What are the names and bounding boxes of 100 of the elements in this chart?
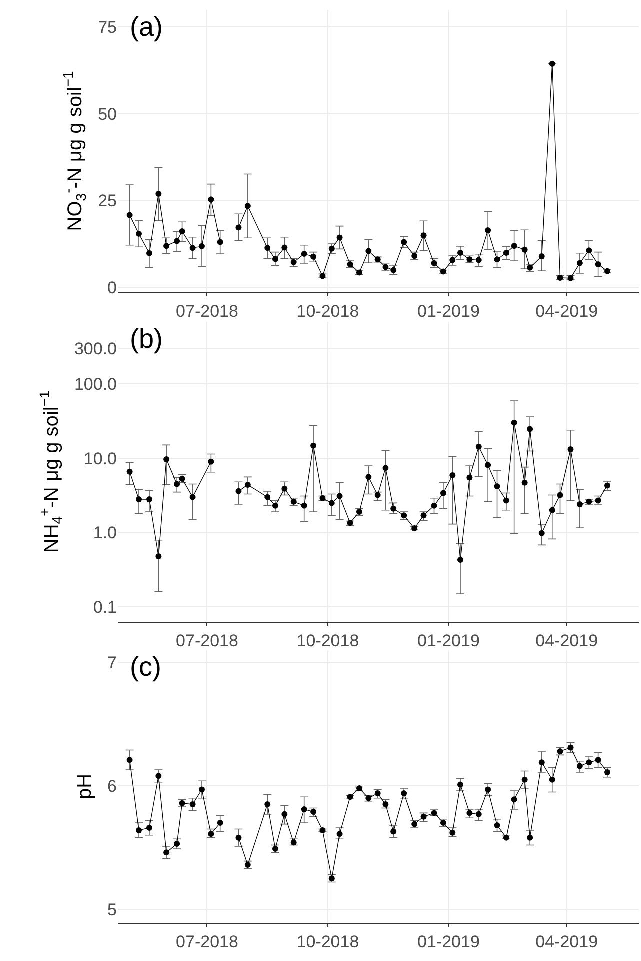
x-tick-label: 01-2019 (418, 302, 480, 321)
point (382, 465, 389, 472)
point (466, 474, 473, 481)
y-tick-label: 0 (108, 278, 117, 298)
point (549, 60, 556, 67)
point (476, 444, 482, 450)
point (136, 827, 142, 834)
point (244, 203, 251, 210)
point (458, 556, 464, 563)
y-tick-label: 25 (98, 192, 117, 211)
point (494, 256, 500, 263)
point (366, 248, 372, 254)
point (244, 482, 251, 488)
point (217, 239, 224, 246)
point (576, 502, 583, 508)
point (420, 232, 427, 239)
point (568, 446, 574, 452)
point (190, 245, 196, 252)
point (236, 224, 242, 231)
point (236, 488, 242, 494)
y-tick-label: 6 (108, 777, 117, 796)
point (586, 248, 592, 254)
point (198, 243, 205, 250)
point (310, 442, 317, 449)
point (494, 483, 500, 490)
point (431, 502, 438, 509)
point (264, 494, 271, 500)
point (208, 458, 214, 465)
x-tick-label: 04-2019 (536, 631, 598, 650)
x-tick-label: 10-2018 (296, 932, 360, 952)
point (466, 810, 473, 816)
point (126, 468, 133, 475)
point (549, 507, 556, 514)
point (476, 811, 482, 818)
point (527, 426, 534, 432)
point (301, 806, 308, 812)
point (576, 260, 583, 266)
point (282, 811, 288, 818)
point (420, 512, 427, 519)
chart-title: (b) (130, 324, 163, 354)
point (366, 474, 372, 480)
point (374, 492, 381, 498)
chart-title: (c) (130, 652, 162, 682)
point (382, 802, 389, 808)
x-tick-label: 07-2018 (176, 932, 238, 952)
point (336, 234, 343, 241)
point (198, 786, 205, 793)
chart-title: (a) (130, 12, 163, 42)
point (146, 825, 152, 831)
point (179, 228, 186, 235)
x-tick-label: 10-2018 (296, 631, 360, 650)
x-tick-label: 04-2019 (536, 302, 598, 321)
point (485, 462, 492, 468)
point (420, 814, 427, 820)
point (174, 238, 180, 244)
y-tick-label: 75 (98, 18, 117, 38)
point (328, 500, 335, 506)
y-tick-label: 10.0 (84, 449, 117, 468)
point (264, 245, 271, 252)
point (538, 530, 545, 536)
y-tick-label: 5 (108, 900, 117, 920)
y-axis-title: pH (74, 774, 96, 800)
point (336, 831, 343, 838)
x-tick-label: 01-2019 (418, 631, 480, 650)
point (522, 776, 528, 783)
point (272, 256, 278, 262)
y-tick-label: 0.1 (93, 598, 117, 618)
point (282, 244, 288, 251)
y-tick-label: 50 (98, 104, 117, 124)
point (336, 493, 343, 500)
y-tick-label: 100.0 (74, 375, 117, 394)
point (208, 196, 214, 203)
x-tick-label: 07-2018 (176, 302, 238, 321)
point (511, 243, 518, 250)
point (164, 456, 170, 462)
point (146, 496, 152, 503)
point (576, 763, 583, 770)
point (374, 790, 381, 796)
point (136, 230, 142, 237)
point (538, 253, 545, 260)
point (549, 776, 556, 783)
point (164, 243, 170, 250)
point (485, 227, 492, 234)
point (156, 553, 162, 560)
point (174, 481, 180, 488)
point (208, 831, 214, 838)
point (595, 261, 602, 268)
point (527, 834, 534, 841)
y-tick-label: 1.0 (93, 524, 117, 543)
point (538, 760, 545, 766)
point (440, 490, 446, 496)
x-tick-label: 07-2018 (176, 631, 238, 650)
point (217, 820, 224, 826)
x-tick-label: 01-2019 (418, 932, 480, 952)
point (522, 480, 528, 486)
point (146, 250, 152, 256)
point (522, 246, 528, 253)
point (190, 494, 196, 500)
point (264, 802, 271, 808)
point (503, 498, 510, 504)
